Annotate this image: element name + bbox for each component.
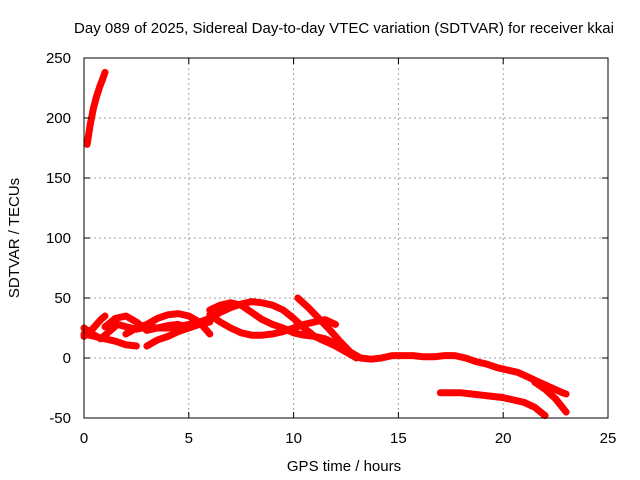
series-line-11: [294, 294, 570, 398]
x-tick-label: 25: [600, 430, 617, 447]
series-line-1: [83, 68, 109, 148]
y-tick-label: 250: [46, 50, 71, 67]
x-tick-label: 20: [495, 430, 512, 447]
x-tick-label: 0: [80, 430, 88, 447]
series-line-13: [531, 378, 570, 416]
series-line-7: [143, 318, 214, 350]
y-tick-label: 150: [46, 170, 71, 187]
series-line-9: [206, 299, 350, 352]
grid-layer: [84, 58, 608, 418]
chart-title: Day 089 of 2025, Sidereal Day-to-day VTE…: [74, 20, 614, 37]
series-line-5: [101, 312, 193, 334]
x-tick-label: 5: [185, 430, 193, 447]
x-tick-label: 10: [285, 430, 302, 447]
x-axis-title: GPS time / hours: [287, 458, 401, 475]
series-line-4: [80, 330, 140, 350]
series-line-6: [122, 310, 214, 338]
series-line-12: [436, 389, 549, 420]
y-axis-title: SDTVAR / TECUs: [6, 178, 23, 298]
series-line-10: [206, 311, 339, 339]
y-tick-label: 50: [54, 290, 71, 307]
x-tick-label: 15: [390, 430, 407, 447]
series-layer: [80, 68, 570, 420]
y-tick-label: 0: [63, 350, 71, 367]
y-tick-label: -50: [49, 410, 71, 427]
y-tick-label: 200: [46, 110, 71, 127]
y-tick-label: 100: [46, 230, 71, 247]
tick-layer: 0 5 10 15 20 25 -50 0 50 100 150 200 250: [46, 50, 616, 447]
